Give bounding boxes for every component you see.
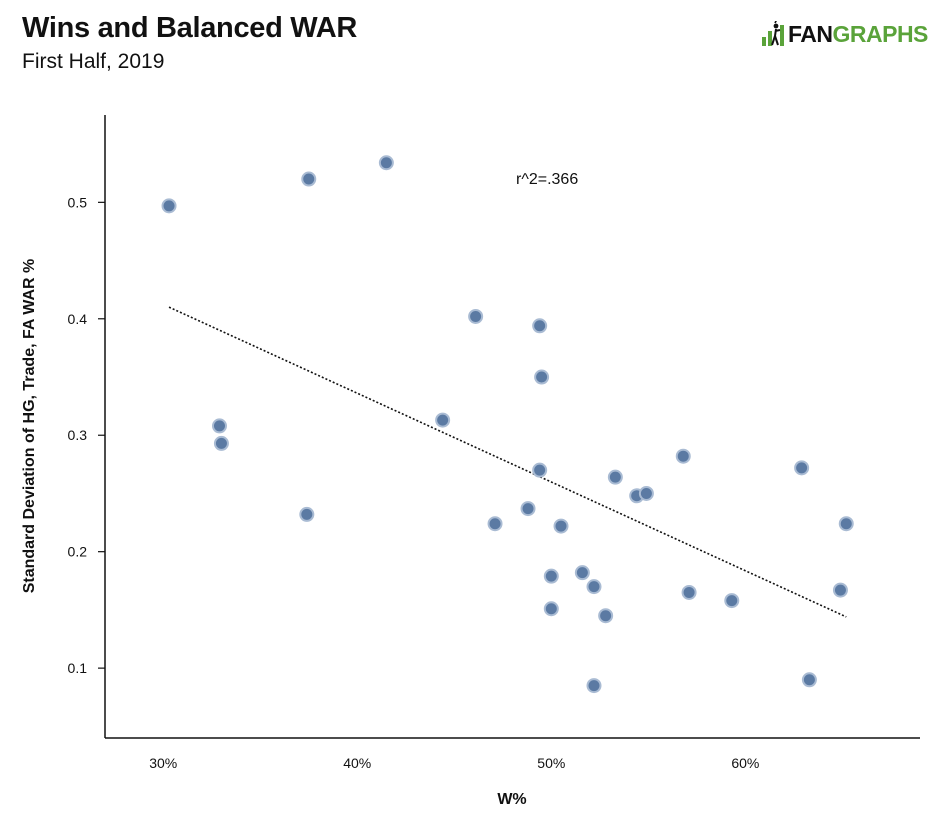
data-point[interactable] bbox=[801, 672, 817, 688]
chart-subtitle: First Half, 2019 bbox=[22, 50, 165, 73]
axes bbox=[104, 115, 920, 739]
x-tick-label: 50% bbox=[537, 755, 565, 771]
data-point[interactable] bbox=[520, 501, 536, 517]
chart-title: Wins and Balanced WAR bbox=[22, 12, 358, 44]
data-point[interactable] bbox=[213, 435, 229, 451]
data-point[interactable] bbox=[574, 565, 590, 581]
data-point[interactable] bbox=[794, 460, 810, 476]
data-point[interactable] bbox=[532, 462, 548, 478]
data-point[interactable] bbox=[586, 678, 602, 694]
data-point[interactable] bbox=[532, 318, 548, 334]
data-points bbox=[161, 155, 854, 694]
data-point[interactable] bbox=[299, 506, 315, 522]
x-tick-label: 60% bbox=[731, 755, 759, 771]
data-point[interactable] bbox=[435, 412, 451, 428]
y-ticks: 0.1 0.2 0.3 0.4 0.5 bbox=[68, 194, 105, 676]
data-point[interactable] bbox=[838, 516, 854, 532]
y-tick-label: 0.1 bbox=[68, 660, 88, 676]
data-point[interactable] bbox=[832, 582, 848, 598]
batter-icon bbox=[762, 21, 784, 46]
data-point[interactable] bbox=[534, 369, 550, 385]
data-point[interactable] bbox=[724, 593, 740, 609]
x-tick-label: 40% bbox=[343, 755, 371, 771]
trendline bbox=[168, 306, 847, 618]
data-point[interactable] bbox=[586, 579, 602, 595]
logo-graphs-text: GRAPHS bbox=[832, 20, 929, 47]
x-tick-label: 30% bbox=[149, 755, 177, 771]
data-point[interactable] bbox=[543, 568, 559, 584]
data-point[interactable] bbox=[543, 601, 559, 617]
data-point[interactable] bbox=[607, 469, 623, 485]
data-point[interactable] bbox=[598, 608, 614, 624]
x-axis-title: W% bbox=[497, 791, 526, 808]
y-axis-title: Standard Deviation of HG, Trade, FA WAR … bbox=[21, 259, 38, 594]
data-point[interactable] bbox=[378, 155, 394, 171]
data-point[interactable] bbox=[681, 584, 697, 600]
y-tick-label: 0.4 bbox=[68, 311, 88, 327]
data-point[interactable] bbox=[553, 518, 569, 534]
logo-fan-text: FAN bbox=[788, 20, 833, 47]
r-squared-annotation: r^2=.366 bbox=[516, 171, 578, 188]
y-tick-label: 0.3 bbox=[68, 427, 88, 443]
data-point[interactable] bbox=[468, 308, 484, 324]
y-tick-label: 0.2 bbox=[68, 544, 88, 560]
data-point[interactable] bbox=[675, 448, 691, 464]
data-point[interactable] bbox=[487, 516, 503, 532]
x-ticks: 30% 40% 50% 60% bbox=[149, 755, 759, 771]
data-point[interactable] bbox=[301, 171, 317, 187]
fangraphs-logo[interactable]: FAN GRAPHS bbox=[760, 18, 928, 50]
data-point[interactable] bbox=[161, 198, 177, 214]
data-point[interactable] bbox=[638, 485, 654, 501]
y-tick-label: 0.5 bbox=[68, 194, 88, 210]
data-point[interactable] bbox=[211, 418, 227, 434]
